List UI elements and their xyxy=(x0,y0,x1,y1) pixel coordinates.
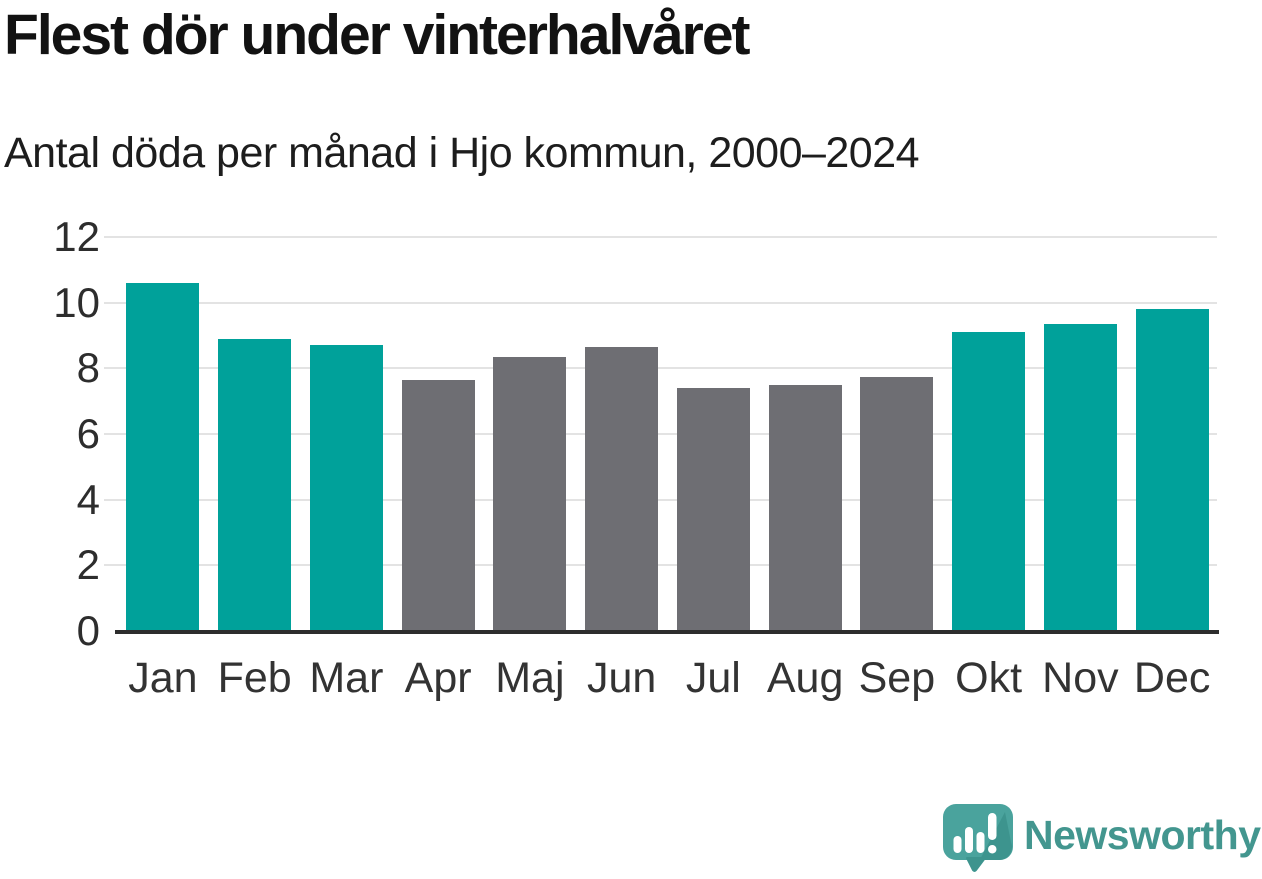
bar-slot-jul xyxy=(668,237,760,631)
x-axis-label-feb: Feb xyxy=(217,654,292,702)
bar-mar xyxy=(309,345,383,631)
bar-slot-okt xyxy=(943,237,1035,631)
x-axis-label-jan: Jan xyxy=(128,654,198,702)
bar-jun xyxy=(585,347,659,631)
gridline-4 xyxy=(104,498,1217,501)
newsworthy-logo: Newsworthy xyxy=(941,802,1261,873)
gridline-10 xyxy=(104,301,1217,304)
bar-slot-dec xyxy=(1126,237,1218,631)
y-axis-tick-label-4: 4 xyxy=(76,475,100,523)
bar-aug xyxy=(768,384,842,631)
bar-okt xyxy=(952,332,1026,631)
bar-slot-maj xyxy=(484,237,576,631)
bar-apr xyxy=(401,379,475,631)
bar-sep xyxy=(860,376,934,631)
x-axis-label-dec: Dec xyxy=(1133,654,1211,702)
bar-slot-nov xyxy=(1035,237,1127,631)
gridline-8 xyxy=(104,367,1217,370)
y-axis: 0 2 4 6 8 10 12 xyxy=(0,216,100,652)
x-axis-label-jun: Jun xyxy=(586,654,657,702)
newsworthy-logo-text: Newsworthy xyxy=(1024,812,1261,858)
y-axis-tick-label-12: 12 xyxy=(53,213,100,260)
bar-slot-mar xyxy=(301,237,393,631)
x-axis-label-jul: Jul xyxy=(685,654,741,702)
chart-subtitle: Antal döda per månad i Hjo kommun, 2000–… xyxy=(4,129,920,177)
chart-title: Flest dör under vinterhalvåret xyxy=(4,3,751,67)
bar-slot-jun xyxy=(576,237,668,631)
x-axis-line xyxy=(115,630,1219,634)
x-axis-label-aug: Aug xyxy=(766,654,844,702)
y-axis-tick-label-0: 0 xyxy=(76,607,100,654)
x-axis-label-okt: Okt xyxy=(955,654,1023,702)
gridline-2 xyxy=(104,564,1217,567)
x-axis-label-nov: Nov xyxy=(1042,654,1119,702)
x-axis-label-maj: Maj xyxy=(495,654,565,702)
bar-slot-apr xyxy=(392,237,484,631)
bar-series xyxy=(117,237,1218,631)
bar-slot-aug xyxy=(759,237,851,631)
y-axis-tick-label-10: 10 xyxy=(53,278,100,326)
bar-jul xyxy=(676,388,750,631)
x-axis-label-sep: Sep xyxy=(858,654,936,702)
bar-feb xyxy=(218,338,292,631)
bar-slot-feb xyxy=(209,237,301,631)
x-axis-label-apr: Apr xyxy=(404,654,472,702)
bar-dec xyxy=(1135,309,1209,631)
bar-jan xyxy=(126,282,200,631)
x-axis-label-mar: Mar xyxy=(309,654,384,702)
bar-slot-jan xyxy=(117,237,209,631)
plot-area xyxy=(104,236,1218,631)
gridline-6 xyxy=(104,433,1217,435)
y-axis-tick-label-6: 6 xyxy=(76,410,100,457)
y-axis-tick-label-8: 8 xyxy=(76,344,100,392)
x-axis: Jan Feb Mar Apr Maj Jun Jul Aug Sep Okt Nov Dec xyxy=(117,654,1218,702)
bar-maj xyxy=(493,356,567,631)
y-axis-tick-label-2: 2 xyxy=(76,541,100,589)
bar-nov xyxy=(1043,324,1117,631)
gridline-12 xyxy=(104,236,1217,238)
bar-slot-sep xyxy=(851,237,943,631)
speech-bubble-bar-chart-icon xyxy=(943,804,1013,872)
